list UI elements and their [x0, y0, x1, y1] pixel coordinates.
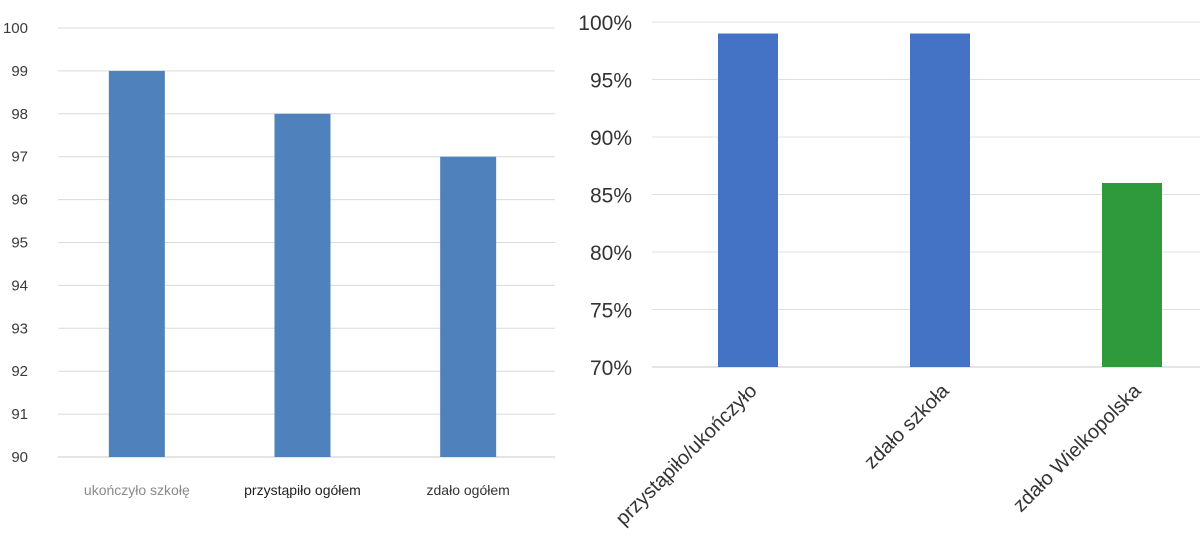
chart-left: 90 91 92 93 94 95 96 97 98 99 100 ukończyło szkołę p… [3, 20, 555, 498]
y-tick-label: 95 [11, 235, 28, 252]
bar [1102, 183, 1162, 367]
x-category-label: zdało szkoła [860, 379, 954, 473]
bar [440, 156, 497, 457]
x-category-label: zdało Wielkopolska [1009, 379, 1146, 516]
bar [108, 70, 165, 458]
y-tick-label: 99 [11, 63, 28, 80]
y-tick-label: 100 [3, 20, 28, 37]
y-tick-label: 85% [590, 185, 632, 208]
x-category-label: przystąpiło ogółem [244, 482, 361, 498]
y-tick-label: 75% [590, 300, 632, 323]
x-category-label: zdało ogółem [427, 482, 510, 498]
y-tick-label: 93 [11, 320, 28, 337]
y-tick-label: 90 [11, 449, 28, 466]
y-tick-label: 94 [11, 277, 28, 294]
y-tick-label: 92 [11, 363, 28, 380]
x-category-label: ukończyło szkołę [84, 482, 190, 498]
y-tick-label: 97 [11, 149, 28, 166]
x-category-label: przystąpiło/ukończyło [612, 380, 762, 530]
y-tick-label: 95% [590, 70, 632, 93]
bar [718, 33, 778, 367]
chart-right: 70% 75% 80% 85% 90% 95% 100% przystąpiło/ukończ… [578, 12, 1200, 530]
y-tick-label: 91 [11, 406, 28, 423]
y-tick-label: 80% [590, 242, 632, 265]
y-tick-label: 100% [578, 12, 632, 35]
y-tick-label: 90% [590, 127, 632, 150]
bar [274, 113, 331, 458]
y-tick-label: 70% [590, 357, 632, 380]
y-tick-label: 98 [11, 106, 28, 123]
y-tick-label: 96 [11, 192, 28, 209]
bar [910, 33, 970, 367]
